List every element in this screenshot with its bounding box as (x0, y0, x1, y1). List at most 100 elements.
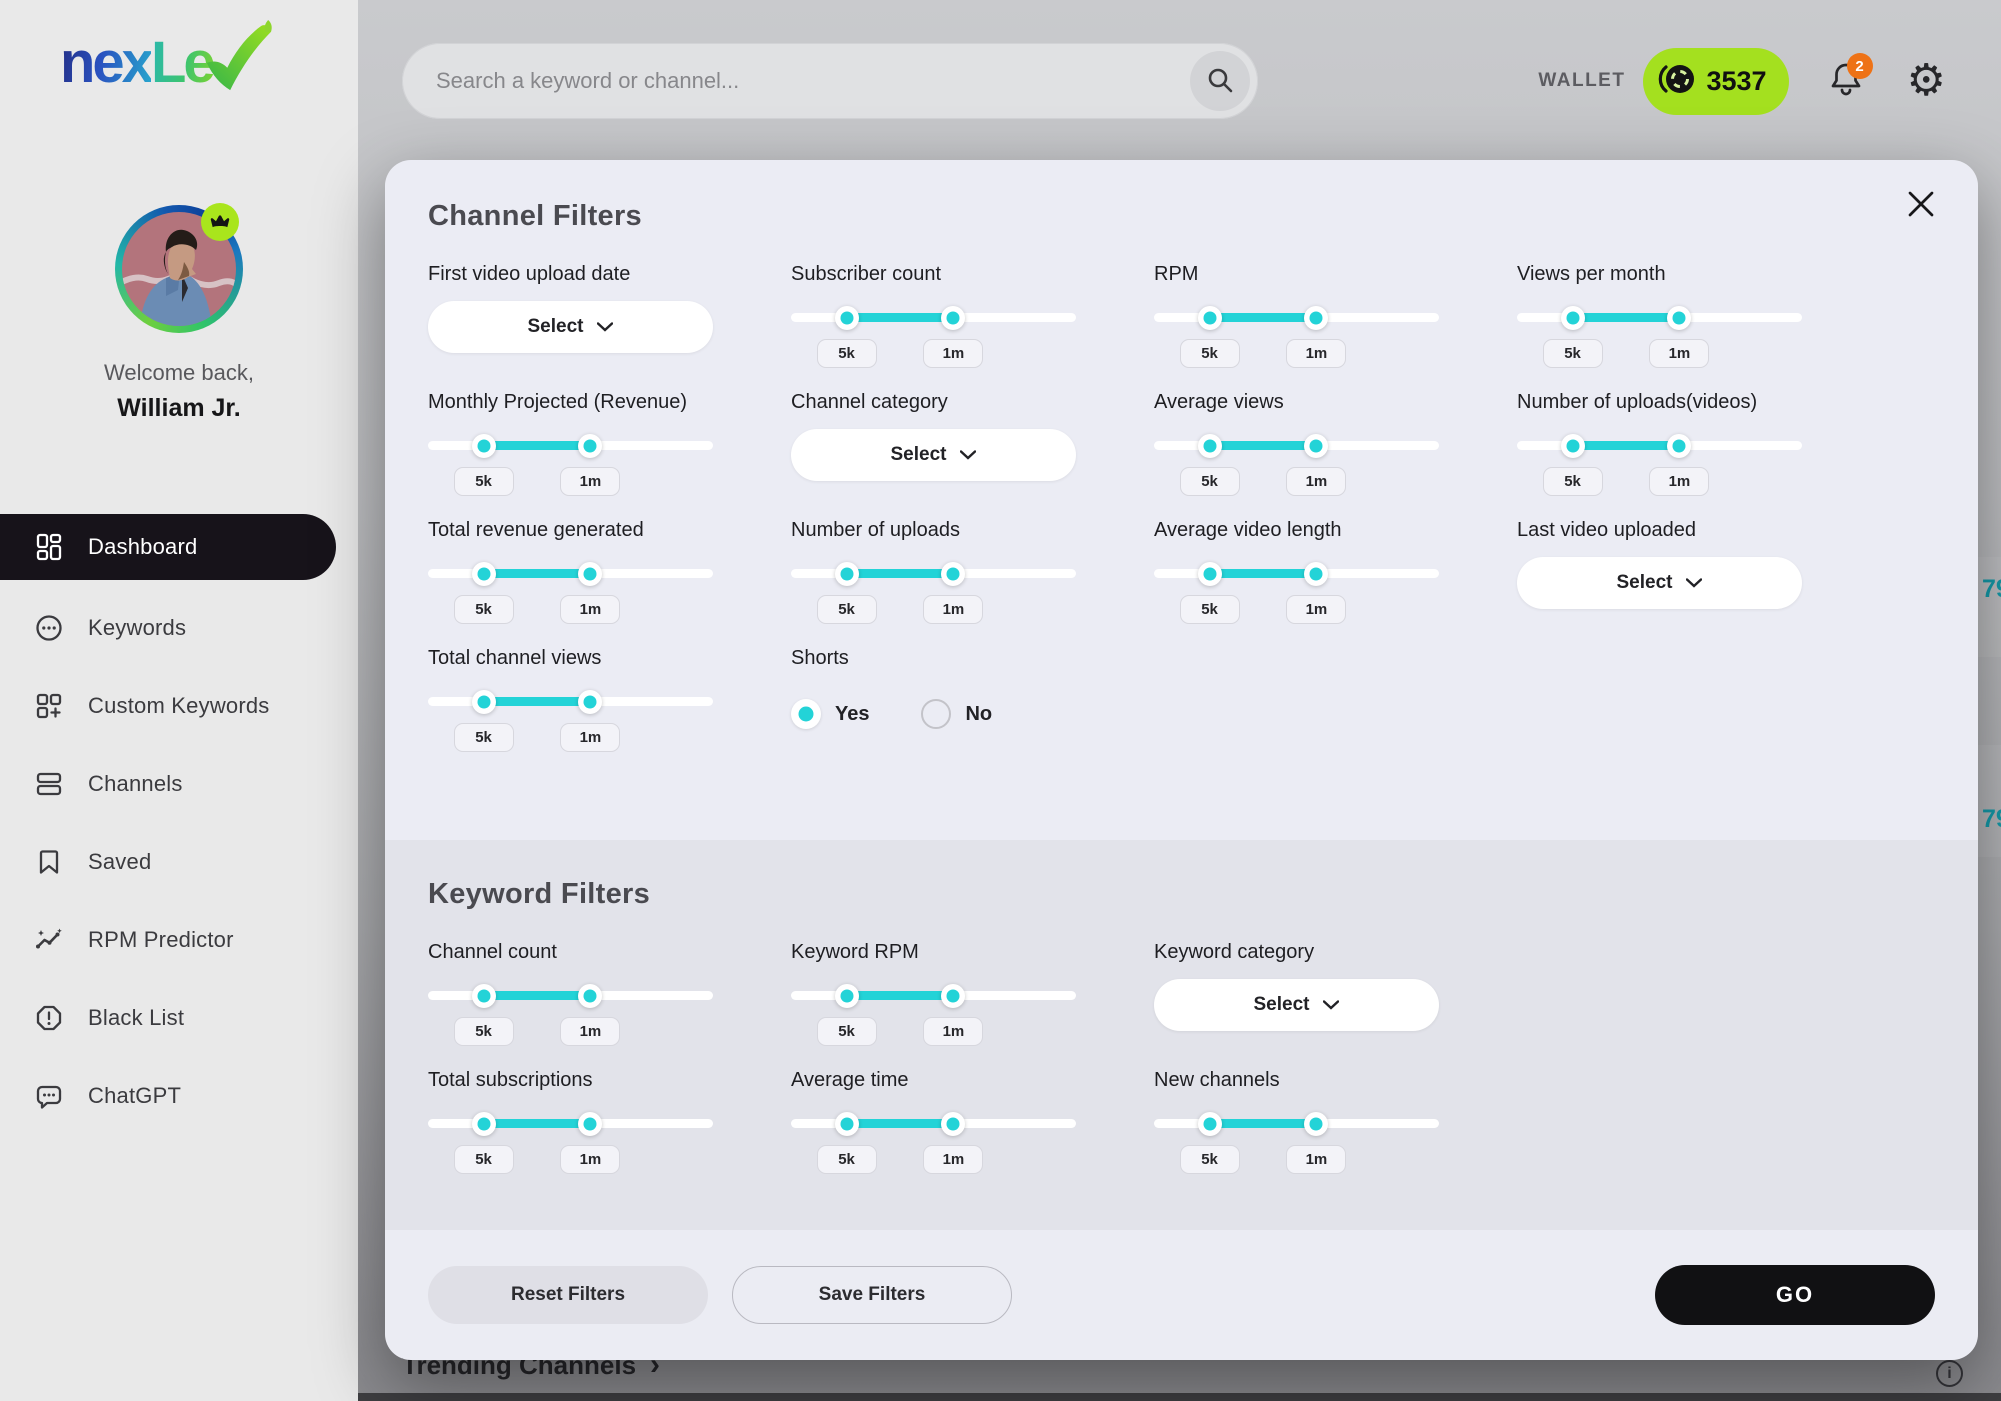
slider-min-value[interactable]: 5k (816, 1017, 877, 1046)
slider-handle-min[interactable] (471, 433, 496, 458)
slider-handle-min[interactable] (1197, 433, 1222, 458)
select-dropdown[interactable]: Select (1517, 557, 1802, 609)
slider-min-value[interactable]: 5k (453, 595, 514, 624)
slider-max-value[interactable]: 1m (560, 595, 621, 624)
slider-max-value[interactable]: 1m (560, 1017, 621, 1046)
range-slider[interactable]: 5k 1m (428, 561, 713, 625)
sidebar-item-keywords[interactable]: Keywords (0, 589, 358, 667)
app-logo[interactable]: nex Le (60, 20, 273, 101)
slider-track[interactable] (428, 983, 713, 1008)
slider-min-value[interactable]: 5k (1179, 467, 1240, 496)
slider-handle-min[interactable] (834, 1111, 859, 1136)
slider-track[interactable] (428, 689, 713, 714)
sidebar-item-channels[interactable]: Channels (0, 745, 358, 823)
slider-handle-max[interactable] (1667, 433, 1692, 458)
slider-track[interactable] (428, 433, 713, 458)
slider-handle-max[interactable] (1667, 305, 1692, 330)
slider-track[interactable] (1154, 1111, 1439, 1136)
slider-min-value[interactable]: 5k (453, 1145, 514, 1174)
sidebar-item-chatgpt[interactable]: ChatGPT (0, 1057, 358, 1135)
slider-max-value[interactable]: 1m (1286, 339, 1347, 368)
slider-max-value[interactable]: 1m (923, 595, 984, 624)
help-info-button[interactable]: i (1936, 1360, 1963, 1387)
slider-track[interactable] (428, 561, 713, 586)
slider-handle-max[interactable] (578, 1111, 603, 1136)
range-slider[interactable]: 5k 1m (1517, 433, 1802, 497)
slider-max-value[interactable]: 1m (923, 339, 984, 368)
slider-max-value[interactable]: 1m (1286, 595, 1347, 624)
sidebar-item-saved[interactable]: Saved (0, 823, 358, 901)
select-dropdown[interactable]: Select (791, 429, 1076, 481)
slider-handle-min[interactable] (471, 1111, 496, 1136)
slider-min-value[interactable]: 5k (453, 723, 514, 752)
slider-track[interactable] (1154, 305, 1439, 330)
slider-handle-max[interactable] (941, 983, 966, 1008)
slider-handle-min[interactable] (471, 689, 496, 714)
slider-track[interactable] (428, 1111, 713, 1136)
radio-option-no[interactable]: No (921, 699, 992, 729)
reset-filters-button[interactable]: Reset Filters (428, 1266, 708, 1324)
slider-min-value[interactable]: 5k (1179, 595, 1240, 624)
slider-min-value[interactable]: 5k (1179, 339, 1240, 368)
range-slider[interactable]: 5k 1m (791, 983, 1076, 1047)
slider-track[interactable] (791, 983, 1076, 1008)
sidebar-item-black-list[interactable]: Black List (0, 979, 358, 1057)
slider-max-value[interactable]: 1m (1649, 467, 1710, 496)
slider-handle-max[interactable] (578, 983, 603, 1008)
slider-handle-min[interactable] (834, 983, 859, 1008)
search-button[interactable] (1190, 51, 1250, 111)
wallet-balance-pill[interactable]: 3537 (1643, 47, 1789, 115)
avatar[interactable] (115, 203, 243, 333)
slider-handle-min[interactable] (1197, 561, 1222, 586)
slider-max-value[interactable]: 1m (560, 723, 621, 752)
slider-min-value[interactable]: 5k (816, 595, 877, 624)
settings-button[interactable]: ⚙ (1907, 59, 1946, 103)
radio-option-yes[interactable]: Yes (791, 699, 869, 729)
range-slider[interactable]: 5k 1m (1154, 561, 1439, 625)
sidebar-item-custom-keywords[interactable]: Custom Keywords (0, 667, 358, 745)
slider-handle-min[interactable] (471, 983, 496, 1008)
slider-max-value[interactable]: 1m (1286, 1145, 1347, 1174)
slider-track[interactable] (1154, 561, 1439, 586)
go-button[interactable]: GO (1655, 1265, 1935, 1325)
range-slider[interactable]: 5k 1m (1154, 433, 1439, 497)
slider-min-value[interactable]: 5k (453, 467, 514, 496)
slider-handle-max[interactable] (578, 561, 603, 586)
slider-handle-min[interactable] (1560, 433, 1585, 458)
slider-handle-min[interactable] (1560, 305, 1585, 330)
slider-handle-max[interactable] (1304, 305, 1329, 330)
slider-min-value[interactable]: 5k (453, 1017, 514, 1046)
range-slider[interactable]: 5k 1m (791, 305, 1076, 369)
slider-max-value[interactable]: 1m (1286, 467, 1347, 496)
slider-max-value[interactable]: 1m (560, 467, 621, 496)
slider-track[interactable] (1154, 433, 1439, 458)
slider-track[interactable] (791, 305, 1076, 330)
range-slider[interactable]: 5k 1m (428, 1111, 713, 1175)
range-slider[interactable]: 5k 1m (1154, 1111, 1439, 1175)
slider-handle-min[interactable] (1197, 1111, 1222, 1136)
slider-handle-max[interactable] (578, 433, 603, 458)
slider-handle-min[interactable] (471, 561, 496, 586)
slider-track[interactable] (1517, 305, 1802, 330)
slider-max-value[interactable]: 1m (560, 1145, 621, 1174)
slider-track[interactable] (791, 1111, 1076, 1136)
sidebar-item-dashboard[interactable]: Dashboard (0, 514, 336, 580)
slider-handle-min[interactable] (834, 561, 859, 586)
slider-handle-min[interactable] (834, 305, 859, 330)
slider-handle-max[interactable] (941, 305, 966, 330)
slider-min-value[interactable]: 5k (1542, 339, 1603, 368)
slider-min-value[interactable]: 5k (816, 1145, 877, 1174)
slider-handle-min[interactable] (1197, 305, 1222, 330)
slider-track[interactable] (1517, 433, 1802, 458)
range-slider[interactable]: 5k 1m (428, 689, 713, 753)
slider-max-value[interactable]: 1m (1649, 339, 1710, 368)
slider-handle-max[interactable] (1304, 1111, 1329, 1136)
slider-handle-max[interactable] (941, 561, 966, 586)
notifications-button[interactable]: 2 (1827, 53, 1873, 103)
save-filters-button[interactable]: Save Filters (732, 1266, 1012, 1324)
range-slider[interactable]: 5k 1m (428, 983, 713, 1047)
slider-min-value[interactable]: 5k (816, 339, 877, 368)
select-dropdown[interactable]: Select (1154, 979, 1439, 1031)
sidebar-item-rpm-predictor[interactable]: RPM Predictor (0, 901, 358, 979)
range-slider[interactable]: 5k 1m (428, 433, 713, 497)
